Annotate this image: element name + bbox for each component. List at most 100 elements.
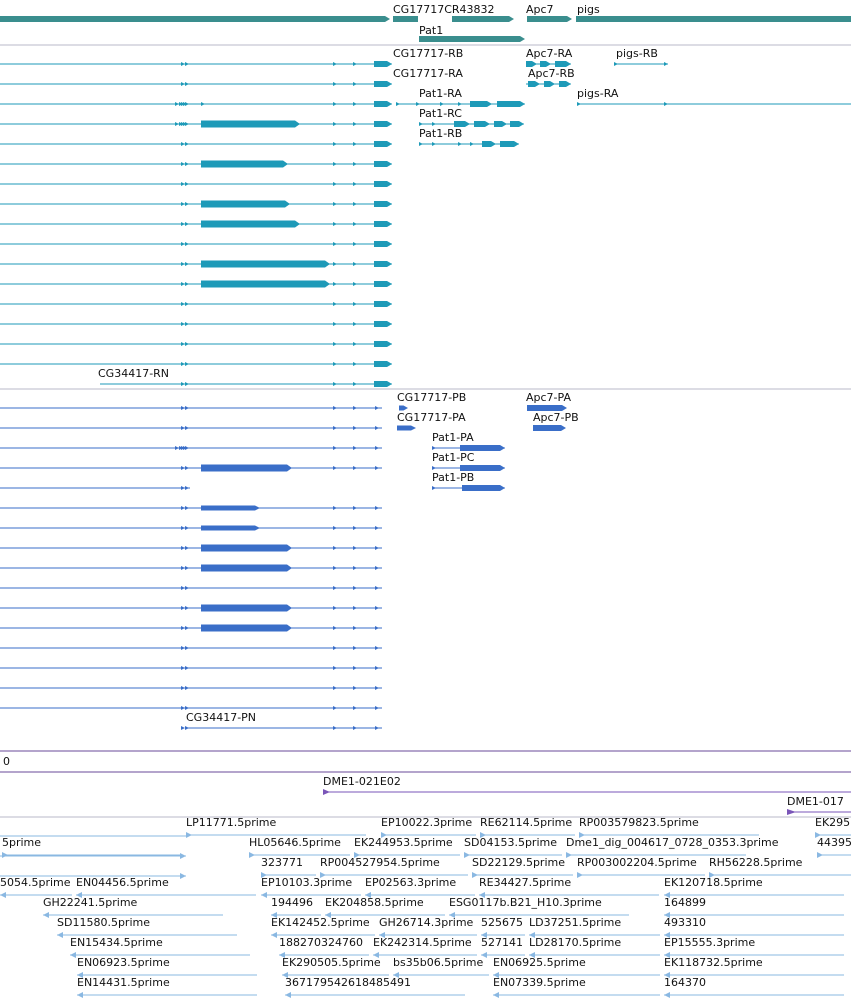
exon-arrow-marker[interactable] [185,302,189,306]
exon-arrow-marker[interactable] [181,566,185,570]
exon-arrow-marker[interactable] [333,626,337,630]
transcript-exon-end[interactable] [374,321,392,327]
est-arrow[interactable] [449,912,455,918]
exon-arrow-marker[interactable] [181,486,185,490]
est-arrow[interactable] [320,872,326,878]
gene-span-cg17717[interactable] [0,16,390,22]
transcript-exon-end[interactable] [374,141,392,147]
est-arrow[interactable] [271,932,277,938]
exon-arrow-marker[interactable] [353,466,357,470]
exon-arrow-marker[interactable] [375,406,379,410]
exon-arrow-marker[interactable] [432,122,436,126]
transcript-exon[interactable] [482,141,496,147]
exon-arrow-marker[interactable] [185,646,189,650]
transcript-exon-end[interactable] [374,201,392,207]
exon-arrow-marker[interactable] [181,606,185,610]
exon-arrow-marker[interactable] [353,706,357,710]
transcript-exon[interactable] [544,81,555,87]
exon-arrow-marker[interactable] [333,222,337,226]
exon-arrow-marker[interactable] [333,666,337,670]
exon-arrow-marker[interactable] [185,202,189,206]
exon-arrow-marker[interactable] [185,586,189,590]
transcript-exon[interactable] [526,61,537,67]
est-arrow[interactable] [393,972,399,978]
exon-arrow-marker[interactable] [353,666,357,670]
exon-arrow-marker[interactable] [333,706,337,710]
exon-arrow-marker[interactable] [333,686,337,690]
exon-arrow-marker[interactable] [181,262,185,266]
cds-block[interactable] [397,425,416,431]
exon-arrow-marker[interactable] [185,506,189,510]
exon-arrow-marker[interactable] [353,646,357,650]
exon-arrow-marker[interactable] [181,506,185,510]
exon-arrow-marker[interactable] [333,506,337,510]
cds-block[interactable] [460,445,505,451]
est-arrow[interactable] [354,852,360,858]
est-arrow[interactable] [76,892,82,898]
exon-arrow-marker[interactable] [185,626,189,630]
exon-arrow-marker[interactable] [353,626,357,630]
est-arrow[interactable] [529,932,535,938]
est-arrow[interactable] [664,952,670,958]
exon-arrow-marker[interactable] [185,726,189,730]
cds-block[interactable] [201,624,292,632]
exon-arrow-marker[interactable] [333,566,337,570]
exon-arrow-marker[interactable] [353,302,357,306]
exon-arrow-marker[interactable] [333,426,337,430]
exon-arrow-marker[interactable] [185,142,189,146]
clone-arrow[interactable] [787,809,796,815]
exon-arrow-marker[interactable] [353,406,357,410]
transcript-exon-end[interactable] [374,261,392,267]
cds-block[interactable] [201,505,260,511]
cds-block[interactable] [201,544,292,552]
exon-arrow-marker[interactable] [185,426,189,430]
exon-arrow-marker[interactable] [181,446,185,450]
est-arrow[interactable] [481,932,487,938]
exon-arrow-marker[interactable] [185,566,189,570]
exon-arrow-marker[interactable] [183,122,187,126]
exon-arrow-marker[interactable] [396,102,400,106]
est-arrow[interactable] [379,932,385,938]
transcript-exon[interactable] [559,81,571,87]
exon-arrow-marker[interactable] [375,666,379,670]
exon-arrow-marker[interactable] [375,606,379,610]
est-arrow[interactable] [664,912,670,918]
exon-arrow-marker[interactable] [181,706,185,710]
exon-arrow-marker[interactable] [375,706,379,710]
exon-arrow-marker[interactable] [577,102,581,106]
exon-arrow-marker[interactable] [181,362,185,366]
transcript-exon[interactable] [540,61,551,67]
exon-arrow-marker[interactable] [333,322,337,326]
cds-block[interactable] [201,564,292,572]
est-arrow[interactable] [529,952,535,958]
exon-arrow-marker[interactable] [333,62,337,66]
exon-arrow-marker[interactable] [175,102,179,106]
exon-arrow-marker[interactable] [181,406,185,410]
est-arrow[interactable] [664,992,670,998]
transcript-exon-end[interactable] [374,101,392,107]
transcript-cds-block[interactable] [201,120,300,128]
est-arrow[interactable] [285,992,291,998]
exon-arrow-marker[interactable] [181,626,185,630]
exon-arrow-marker[interactable] [181,162,185,166]
exon-arrow-marker[interactable] [179,102,183,106]
exon-arrow-marker[interactable] [353,342,357,346]
cds-block[interactable] [533,425,566,431]
exon-arrow-marker[interactable] [179,122,183,126]
cds-block[interactable] [527,405,567,411]
exon-arrow-marker[interactable] [181,646,185,650]
exon-arrow-marker[interactable] [353,322,357,326]
transcript-exon-end[interactable] [374,61,392,67]
exon-arrow-marker[interactable] [375,506,379,510]
exon-arrow-marker[interactable] [333,726,337,730]
est-arrow[interactable] [493,992,499,998]
exon-arrow-marker[interactable] [353,122,357,126]
exon-arrow-marker[interactable] [353,142,357,146]
exon-arrow-marker[interactable] [181,426,185,430]
exon-arrow-marker[interactable] [185,546,189,550]
exon-arrow-marker[interactable] [614,62,618,66]
transcript-exon[interactable] [497,101,525,107]
exon-arrow-marker[interactable] [333,202,337,206]
exon-arrow-marker[interactable] [375,686,379,690]
